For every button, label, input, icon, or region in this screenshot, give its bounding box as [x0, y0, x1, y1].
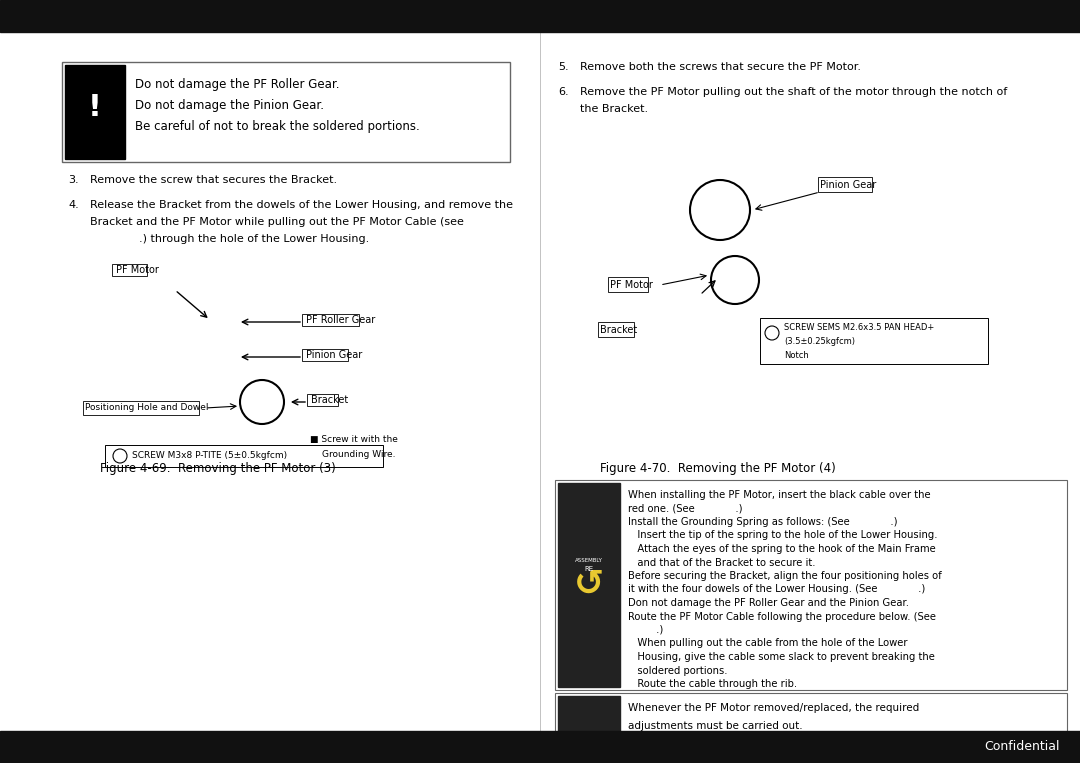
Text: 4.: 4. [68, 200, 79, 210]
Text: (3.5±0.25kgfcm): (3.5±0.25kgfcm) [784, 336, 855, 346]
Bar [558, 696, 620, 763]
Text: Route the PF Motor Cable following the procedure below. (See: Route the PF Motor Cable following the p… [627, 611, 936, 622]
Text: Route the cable through the rib.: Route the cable through the rib. [627, 679, 797, 689]
Text: Do not damage the Pinion Gear.: Do not damage the Pinion Gear. [135, 99, 324, 112]
Bar [555, 480, 1067, 690]
Text: SCREW M3x8 P-TITE (5±0.5kgfcm): SCREW M3x8 P-TITE (5±0.5kgfcm) [132, 452, 287, 461]
Bar [598, 322, 634, 337]
Text: Whenever the PF Motor removed/replaced, the required: Whenever the PF Motor removed/replaced, … [627, 703, 919, 713]
Text: Figure 4-69.  Removing the PF Motor (3): Figure 4-69. Removing the PF Motor (3) [100, 462, 336, 475]
Text: soldered portions.: soldered portions. [627, 665, 728, 675]
Text: Do not damage the PF Roller Gear.: Do not damage the PF Roller Gear. [135, 78, 339, 91]
Text: Grounding Wire.: Grounding Wire. [322, 450, 395, 459]
Text: adjustments must be carried out.: adjustments must be carried out. [627, 721, 802, 731]
Text: 6.: 6. [558, 87, 569, 97]
Text: the Bracket.: the Bracket. [580, 104, 648, 114]
Text: Remove the screw that secures the Bracket.: Remove the screw that secures the Bracke… [90, 175, 337, 185]
Text: 3.: 3. [68, 175, 79, 185]
Bar [307, 394, 338, 406]
Text: Figure 4-70.  Removing the PF Motor (4): Figure 4-70. Removing the PF Motor (4) [600, 462, 836, 475]
Text: Confidential: Confidential [985, 741, 1059, 754]
Text: ASSEMBLY: ASSEMBLY [575, 559, 603, 564]
Text: x: x [627, 739, 634, 749]
Bar [83, 401, 199, 415]
Text: Pinion Gear: Pinion Gear [820, 180, 876, 190]
Text: ■ Screw it with the: ■ Screw it with the [310, 435, 397, 444]
Text: Bracket: Bracket [600, 325, 637, 335]
Text: .): .) [627, 625, 663, 635]
Text: RE: RE [584, 566, 594, 572]
Bar [0, 0, 1080, 32]
Text: Be careful of not to break the soldered portions.: Be careful of not to break the soldered … [135, 120, 420, 133]
Text: Remove the PF Motor pulling out the shaft of the motor through the notch of: Remove the PF Motor pulling out the shaf… [580, 87, 1008, 97]
Text: ↺: ↺ [573, 568, 604, 602]
Text: 5.: 5. [558, 62, 569, 72]
Text: Pinion Gear: Pinion Gear [306, 350, 362, 360]
Text: Install the Grounding Spring as follows: (See             .): Install the Grounding Spring as follows:… [627, 517, 897, 527]
Text: Housing, give the cable some slack to prevent breaking the: Housing, give the cable some slack to pr… [627, 652, 935, 662]
Bar [760, 318, 988, 364]
Text: 🔧: 🔧 [581, 733, 596, 758]
Bar [608, 277, 648, 292]
Text: When pulling out the cable from the hole of the Lower: When pulling out the cable from the hole… [627, 639, 907, 649]
Text: Insert the tip of the spring to the hole of the Lower Housing.: Insert the tip of the spring to the hole… [627, 530, 937, 540]
Text: .) through the hole of the Lower Housing.: .) through the hole of the Lower Housing… [90, 234, 369, 244]
Bar [555, 693, 1067, 763]
Text: PF Motor: PF Motor [116, 265, 159, 275]
Text: PF Roller Gear: PF Roller Gear [306, 315, 375, 325]
Text: Bracket: Bracket [311, 395, 348, 405]
Bar [105, 445, 383, 467]
Bar [818, 177, 872, 192]
Bar [65, 65, 125, 159]
Text: Notch: Notch [784, 350, 809, 359]
Bar [62, 62, 510, 162]
Text: SCREW SEMS M2.6x3.5 PAN HEAD+: SCREW SEMS M2.6x3.5 PAN HEAD+ [784, 323, 934, 331]
Text: Attach the eyes of the spring to the hook of the Main Frame: Attach the eyes of the spring to the hoo… [627, 544, 935, 554]
Bar [558, 483, 620, 687]
Text: red one. (See             .): red one. (See .) [627, 504, 743, 513]
Text: Don not damage the PF Roller Gear and the Pinion Gear.: Don not damage the PF Roller Gear and th… [627, 598, 909, 608]
Text: it with the four dowels of the Lower Housing. (See             .): it with the four dowels of the Lower Hou… [627, 584, 926, 594]
Text: Remove both the screws that secure the PF Motor.: Remove both the screws that secure the P… [580, 62, 861, 72]
Text: Positioning Hole and Dowel: Positioning Hole and Dowel [85, 404, 208, 413]
Bar [112, 265, 147, 275]
Text: and that of the Bracket to secure it.: and that of the Bracket to secure it. [627, 558, 815, 568]
Text: Before securing the Bracket, align the four positioning holes of: Before securing the Bracket, align the f… [627, 571, 942, 581]
Text: Bracket and the PF Motor while pulling out the PF Motor Cable (see: Bracket and the PF Motor while pulling o… [90, 217, 464, 227]
Bar [302, 349, 348, 361]
Text: !: ! [89, 94, 102, 123]
Text: When installing the PF Motor, insert the black cable over the: When installing the PF Motor, insert the… [627, 490, 931, 500]
Text: Release the Bracket from the dowels of the Lower Housing, and remove the: Release the Bracket from the dowels of t… [90, 200, 513, 210]
Bar [0, 731, 1080, 763]
Text: PF Motor: PF Motor [610, 280, 653, 290]
Bar [302, 314, 359, 326]
